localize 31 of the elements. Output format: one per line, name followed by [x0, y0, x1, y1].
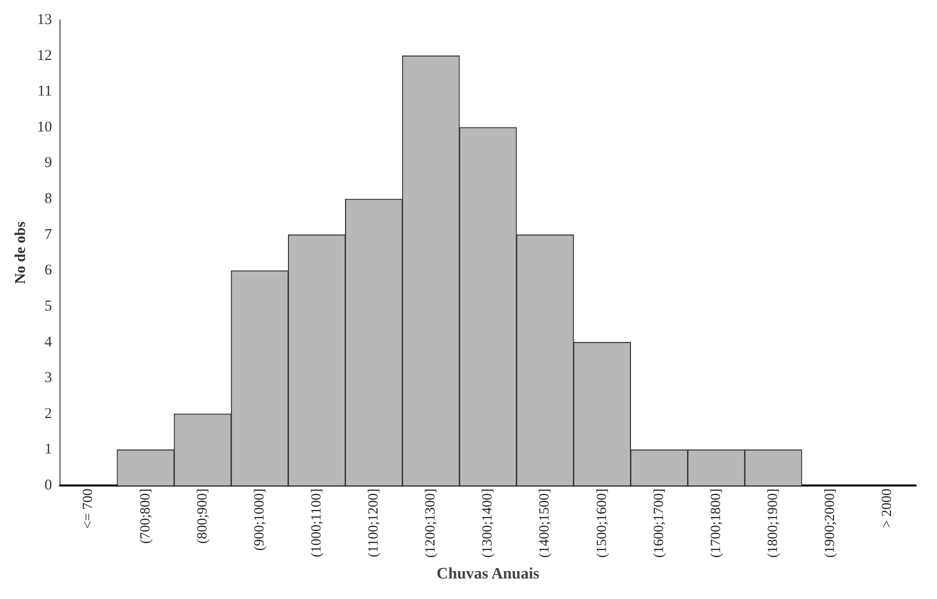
x-axis-title: Chuvas Anuais [436, 566, 540, 583]
y-tick-label: 6 [44, 262, 52, 279]
y-tick-label: 0 [44, 478, 52, 494]
x-tick-label: (1200;1300] [424, 488, 439, 558]
x-tick-label: (1600;1700] [652, 488, 667, 558]
y-tick-label: 5 [44, 298, 52, 314]
y-tick-label: 1 [44, 442, 52, 458]
x-tick-label: (700;800] [138, 488, 154, 544]
x-tick-label: (1300;1400] [480, 488, 496, 558]
x-tick-label: (1700;1800] [708, 488, 724, 558]
y-tick-label: 7 [44, 226, 52, 243]
y-axis-title: No de obs [12, 221, 29, 284]
x-tick-label: (900;1000] [252, 488, 268, 551]
y-tick-label: 3 [44, 370, 52, 386]
x-tick-label: > 2000 [880, 488, 896, 528]
x-tick-label: (1400;1500] [538, 488, 553, 558]
y-tick-label: 2 [44, 406, 52, 422]
x-tick-label: <= 700 [81, 488, 96, 529]
y-tick-label: 12 [37, 48, 52, 64]
y-tick-label: 11 [38, 84, 52, 100]
x-tick-label: (1100;1200] [366, 488, 382, 558]
y-tick-label: 10 [37, 119, 52, 136]
x-tick-label: (1000;1100] [309, 488, 324, 558]
x-tick-label: (800;900] [195, 488, 210, 544]
y-tick-label: 9 [44, 155, 52, 172]
x-tick-label: (1800;1900] [766, 488, 782, 558]
x-tick-label: (1500;1600] [594, 488, 610, 558]
y-tick-label: 13 [37, 12, 52, 28]
y-tick-label: 8 [44, 191, 52, 208]
y-tick-label: 4 [44, 334, 52, 350]
x-tick-label: (1900;2000] [823, 488, 838, 558]
